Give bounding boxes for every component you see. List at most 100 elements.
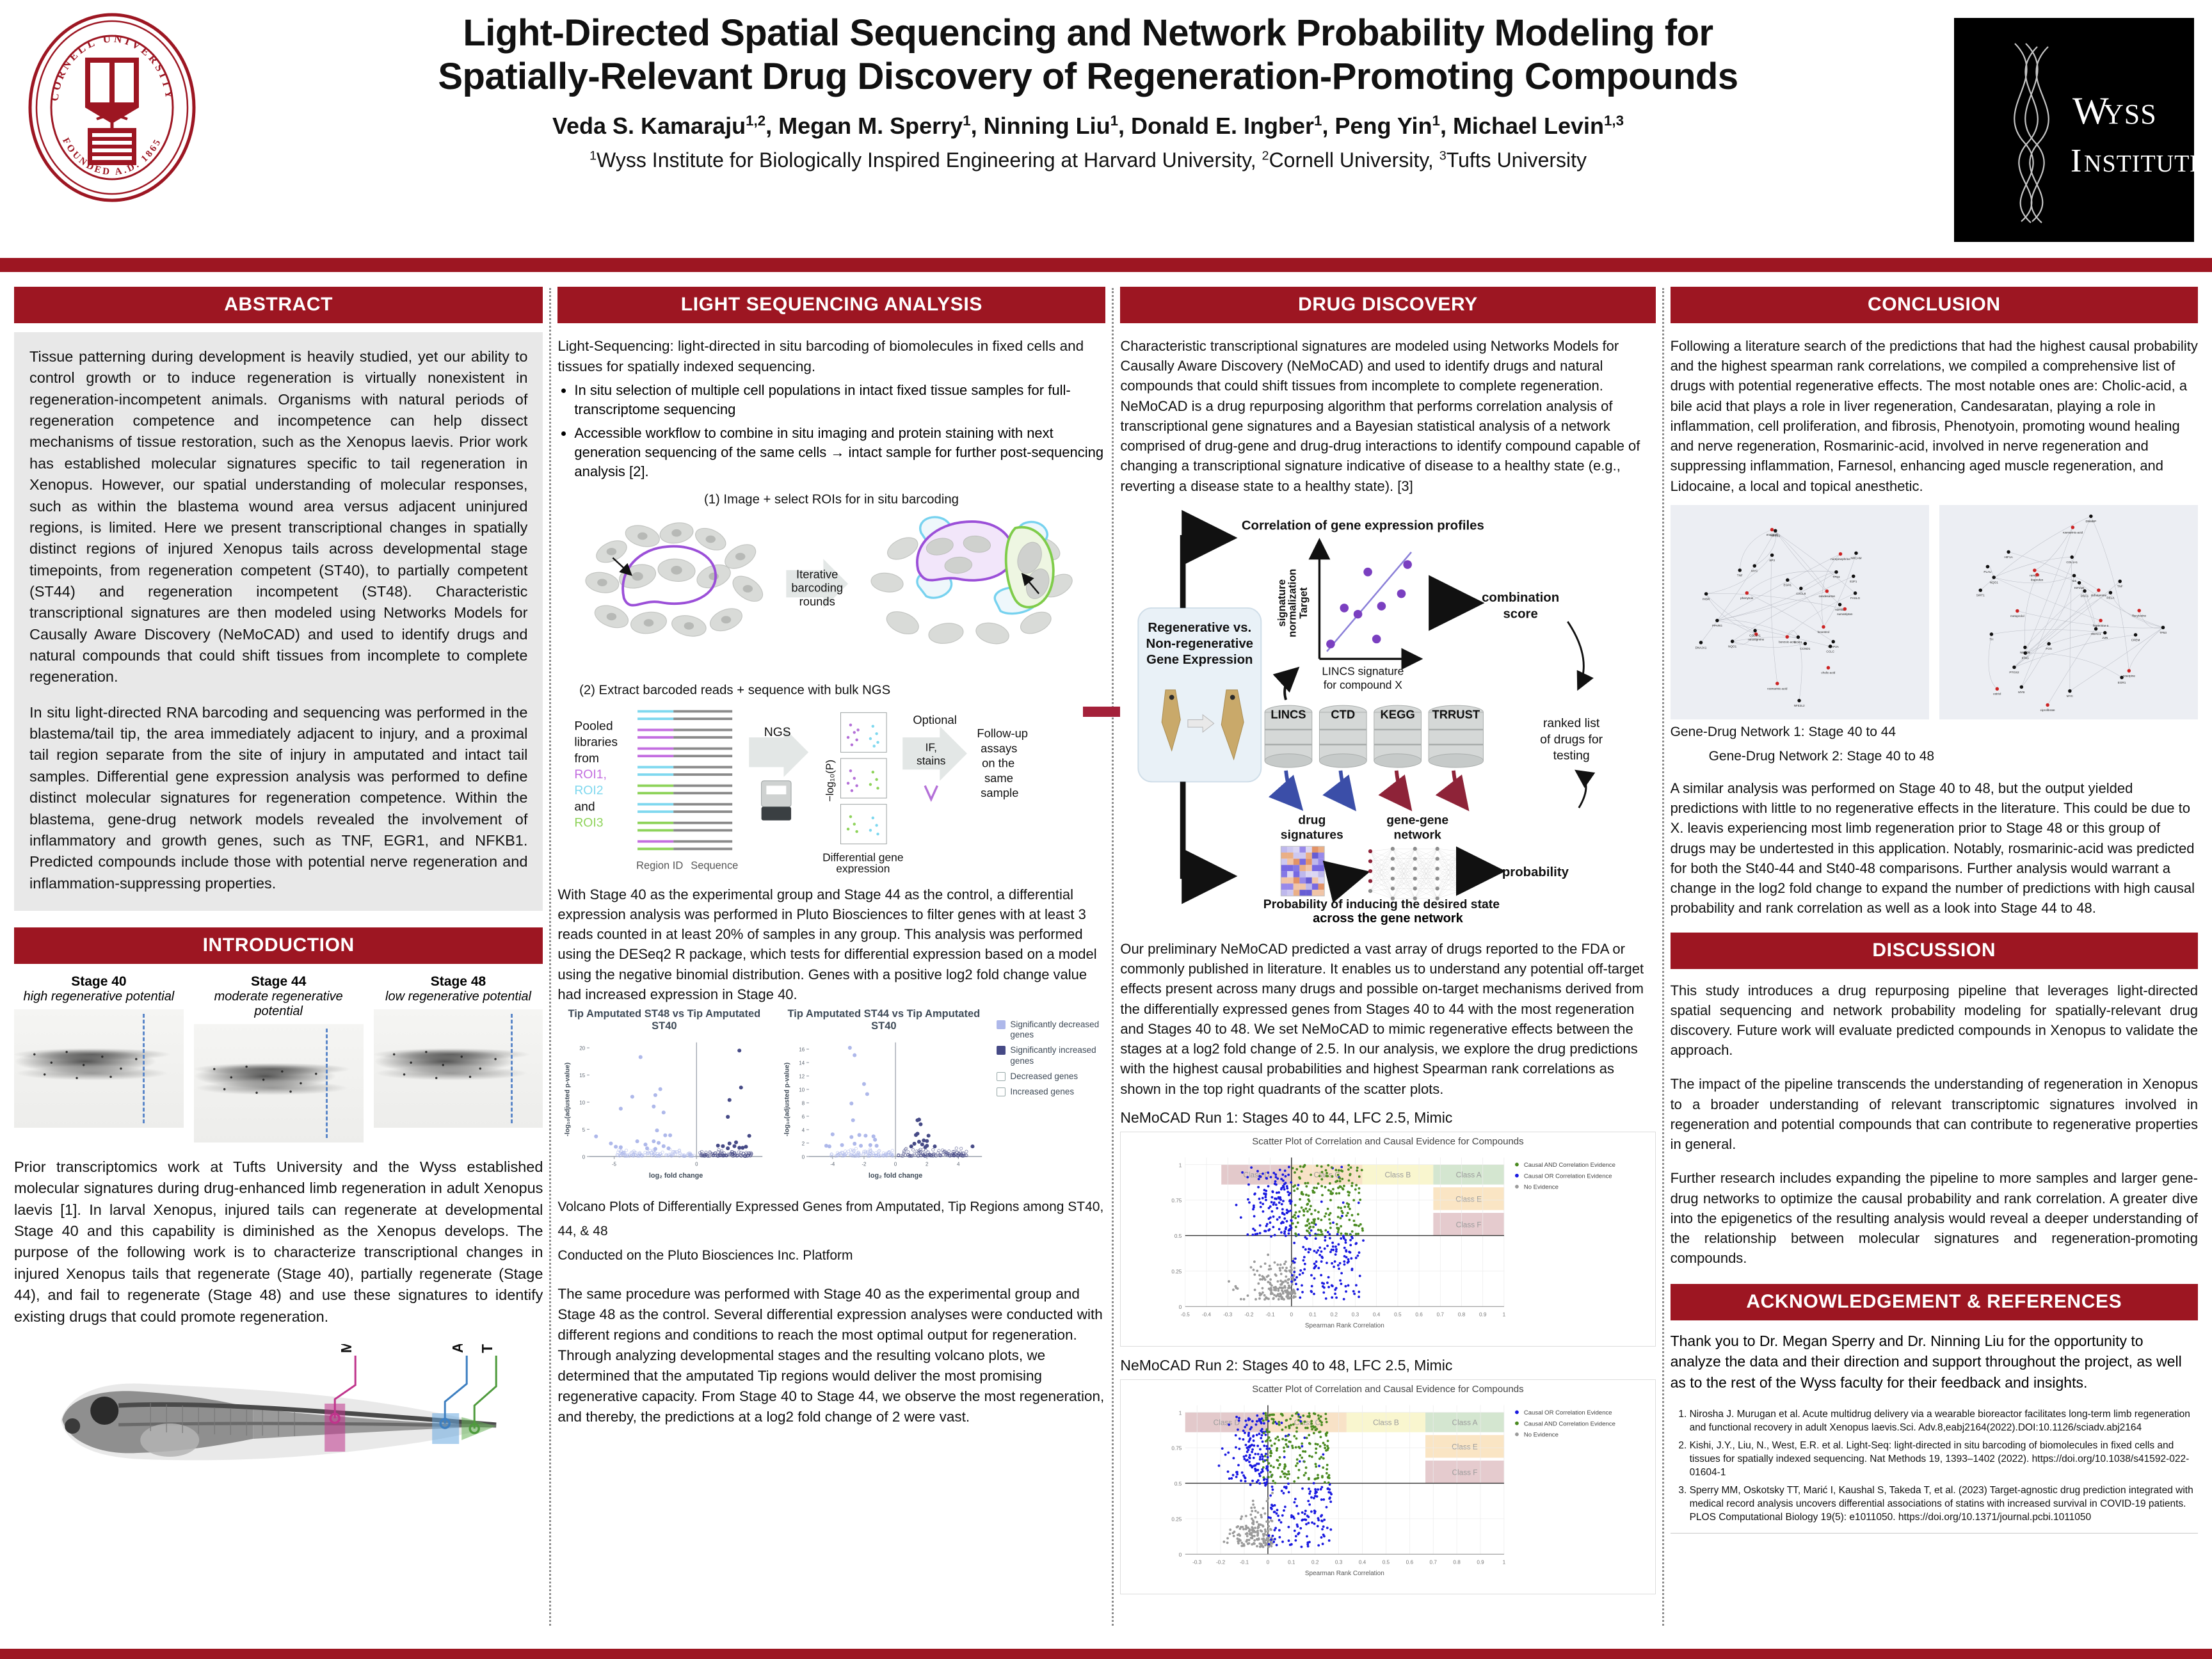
svg-text:KIF21B: KIF21B [2074,586,2084,589]
svg-text:phenytoin: phenytoin [1740,597,1753,600]
svg-text:COL1A1: COL1A1 [2066,561,2078,564]
iterative-barcoding-label-1: Iterative [796,567,838,581]
svg-text:hexestrol: hexestrol [1817,630,1829,634]
stage-item: Stage 40 high regenerative potential [14,974,184,1142]
svg-text:20: 20 [580,1046,586,1052]
svg-text:norepinephrine: norepinephrine [1831,557,1850,561]
svg-text:6: 6 [802,1114,805,1120]
svg-text:1: 1 [1179,1162,1182,1168]
nemocad-bottom-caption-2: across the gene network [1313,911,1463,926]
tadpole-label-adjacent: Adjacent [449,1344,466,1353]
svg-text:0.5: 0.5 [1395,1311,1402,1317]
nemocad-bottom-caption-1: Probability of inducing the desired stat… [1263,897,1500,911]
db-kegg: KEGG [1381,707,1415,721]
svg-text:Gene Expression: Gene Expression [1146,653,1253,667]
section-header-conclusion: CONCLUSION [1670,287,2198,323]
svg-text:rosmarinic-acid: rosmarinic-acid [2062,531,2083,534]
page-title: Light-Directed Spatial Sequencing and Ne… [224,12,1952,99]
svg-text:ibuprofen: ibuprofen [2031,578,2044,581]
stage-label: Stage 44 [251,974,307,989]
discussion-paragraph-3: Further research includes expanding the … [1670,1170,2198,1267]
svg-text:0.4: 0.4 [1359,1559,1366,1565]
legend-swatch [997,1046,1006,1055]
svg-text:ramipril: ramipril [2030,573,2039,577]
corr-x-axis-1: LINCS signature [1322,665,1404,678]
light-seq-workflow-figure: (1) Image + select ROIs for in situ barc… [557,489,1106,877]
section-header-light-sequencing: LIGHT SEQUENCING ANALYSIS [557,287,1106,323]
iterative-barcoding-label-3: rounds [799,595,835,608]
svg-text:DSC1: DSC1 [2081,595,2089,598]
svg-text:0.3: 0.3 [1352,1311,1359,1317]
db-ctd: CTD [1331,707,1356,721]
svg-text:NFE2L2: NFE2L2 [1793,704,1804,707]
introduction-body: Prior transcriptomics work at Tufts Univ… [14,1158,543,1325]
svg-text:-5: -5 [612,1162,617,1167]
followup-label-1: Follow-up [977,726,1029,740]
svg-text:IL6: IL6 [2072,579,2076,582]
gene-gene-network-label: gene-gene [1387,813,1449,827]
ranked-list-label-1: ranked list [1543,716,1600,730]
gene-drug-network-row: TFAP2A hexestrol CCLC CCND1 cholic-acid NFE2L… [1670,504,2198,719]
discussion-body: This study introduces a drug repurposing… [1671,981,2198,1269]
svg-text:0.7: 0.7 [1437,1311,1445,1317]
svg-text:testing: testing [1553,748,1590,762]
svg-text:No Evidence: No Evidence [1524,1431,1559,1438]
svg-text:log₂ fold change: log₂ fold change [649,1172,703,1180]
section-header-acknowledgement: ACKNOWLEDGEMENT & REFERENCES [1670,1283,2198,1320]
svg-text:Causal AND Correlation Evidenc: Causal AND Correlation Evidence [1524,1162,1615,1169]
abstract-paragraph-1: Tissue patterning during development is … [29,348,528,685]
section-header-abstract: ABSTRACT [14,287,543,323]
svg-text:candesartan: candesartan [1818,595,1835,598]
affiliation-list: 1Wyss Institute for Biologically Inspire… [589,148,1587,172]
discussion-paragraph-1: This study introduces a drug repurposing… [1670,982,2198,1059]
svg-text:8: 8 [802,1101,805,1107]
svg-text:of drugs for: of drugs for [1540,732,1603,746]
legend-swatch [997,1071,1006,1081]
legend-label: Significantly increased genes [1010,1045,1096,1066]
drug-discovery-paragraph-2: Our preliminary NeMoCAD predicted a vast… [1120,940,1644,1097]
svg-text:CCLC: CCLC [1826,650,1834,653]
stage-label: Stage 48 [430,974,486,989]
header-accent-bar [0,258,2212,272]
svg-text:0.9: 0.9 [1477,1559,1485,1565]
svg-text:10: 10 [799,1087,805,1093]
svg-text:0.5: 0.5 [1382,1559,1390,1565]
svg-text:E2F1: E2F1 [1850,580,1857,583]
svg-text:signatures: signatures [1281,828,1343,842]
reference-separator [1670,1533,2198,1534]
svg-text:Class E: Class E [1452,1442,1478,1451]
svg-text:1: 1 [1179,1410,1182,1416]
gene-drug-network-1-image: TFAP2A hexestrol CCLC CCND1 cholic-acid NFE2L… [1670,504,1929,719]
wyss-institute-logo: W YSS I NSTITUTE [1954,18,2205,242]
svg-text:0.6: 0.6 [1406,1559,1414,1565]
svg-text:CCND1: CCND1 [1800,647,1810,650]
svg-text:flucytosine: flucytosine [2132,614,2146,617]
reference-item: Nirosha J. Murugan et al. Acute multidru… [1690,1407,2198,1434]
section-header-introduction: INTRODUCTION [14,927,543,964]
svg-text:assays: assays [981,741,1018,755]
svg-text:DNMBP: DNMBP [2085,520,2096,523]
volcano-caption: Volcano Plots of Differentially Expresse… [557,1195,1105,1267]
stage-48-image [373,1009,543,1128]
legend-item: Increased genes [997,1087,1105,1097]
svg-text:5: 5 [582,1127,586,1133]
stage-40-image [14,1009,184,1128]
legend-label: Significantly decreased genes [1010,1020,1100,1040]
svg-text:0.1: 0.1 [1310,1311,1317,1317]
light-seq-paragraph-2: The same procedure was performed with St… [557,1286,1105,1425]
svg-text:-0.1: -0.1 [1266,1311,1276,1317]
region-id-label: Region ID [637,860,684,871]
svg-text:COL3A1: COL3A1 [1749,634,1761,637]
svg-text:0: 0 [894,1162,897,1167]
svg-text:RELA: RELA [2106,596,2115,599]
svg-text:expression: expression [837,862,890,874]
column-divider-3 [1662,288,1664,1626]
tadpole-label-tip: Tip [479,1344,495,1353]
and-label: and [575,799,595,813]
svg-text:huperzine-a: huperzine-a [2093,624,2109,627]
svg-text:YSS: YSS [2103,99,2157,130]
svg-text:No Evidence: No Evidence [1524,1183,1559,1190]
legend-label: Increased genes [1010,1087,1075,1097]
